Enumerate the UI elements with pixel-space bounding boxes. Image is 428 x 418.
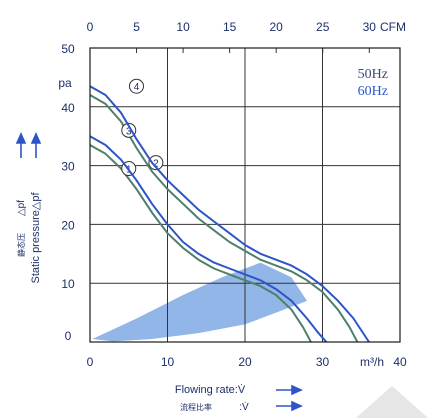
- x-axis-label-cn-symbol: :V̇: [239, 400, 249, 413]
- x-axis-label-group: Flowing rate:V̇ 流程比率 :V̇: [175, 383, 303, 413]
- x-top-tick-label: 10: [176, 20, 190, 34]
- x-top-tick-label: 30: [363, 20, 377, 34]
- x-top-tick-label: 15: [223, 20, 237, 34]
- y-axis-label-cn: 静态压: [16, 233, 26, 257]
- y-tick-label: 10: [61, 277, 75, 291]
- curve-label-3: 3: [126, 126, 132, 137]
- y-tick-label: 50: [61, 42, 75, 56]
- x-axis-label: Flowing rate:V̇: [175, 383, 246, 396]
- x-top-tick-label: 25: [316, 20, 330, 34]
- y-tick-label: 0: [65, 329, 72, 343]
- x-top-tick-label: 5: [133, 20, 140, 34]
- tick-label-layer: 0 10 20 30 40 0 5 10 15 20 25 30 0 10 20 30 40 50: [61, 20, 407, 369]
- curve-label-marker-2: [148, 155, 164, 171]
- up-arrow-icon: [30, 132, 42, 158]
- curve-2: [89, 135, 328, 343]
- x-top-tick-label: 0: [87, 20, 94, 34]
- x-top-unit: CFM: [380, 20, 406, 34]
- x-bottom-tick-label: 40: [393, 355, 407, 369]
- right-arrow-icon: [276, 400, 303, 412]
- operating-region: [92, 262, 307, 342]
- curve-3: [89, 94, 359, 343]
- x-axis-label-cn: 流程比率: [180, 402, 212, 412]
- y-axis-label: Static pressure△pf: [30, 192, 42, 284]
- x-bottom-tick-label: 20: [238, 355, 252, 369]
- grid-layer: [89, 48, 400, 342]
- x-bottom-unit: m³/h: [360, 355, 384, 369]
- y-unit: pa: [58, 76, 72, 90]
- operating-region-layer: [92, 262, 307, 342]
- curve-1: [89, 144, 312, 343]
- y-tick-label: 30: [61, 160, 75, 174]
- y-axis-label-group: 静态压 △pf Static pressure△pf: [15, 132, 42, 284]
- curve-4: [89, 85, 370, 343]
- x-bottom-tick-label: 10: [161, 355, 175, 369]
- right-arrow-icon: [276, 384, 303, 396]
- up-arrow-icon: [15, 132, 27, 158]
- curve-label-2: 2: [153, 159, 159, 170]
- watermark-decoration: [356, 386, 428, 418]
- curve-label-marker-4: [129, 78, 144, 94]
- legend-60hz: 60Hz: [358, 84, 388, 99]
- legend-50hz: 50Hz: [358, 67, 388, 82]
- x-bottom-tick-label: 30: [316, 355, 330, 369]
- curve-label-4: 4: [134, 82, 140, 93]
- plot-frame: [89, 47, 401, 343]
- x-top-tick-label: 20: [270, 20, 284, 34]
- y-tick-label: 20: [61, 218, 75, 232]
- x-bottom-tick-label: 0: [87, 355, 94, 369]
- y-axis-label-cn-symbol: △pf: [16, 200, 27, 216]
- y-tick-label: 40: [61, 101, 75, 115]
